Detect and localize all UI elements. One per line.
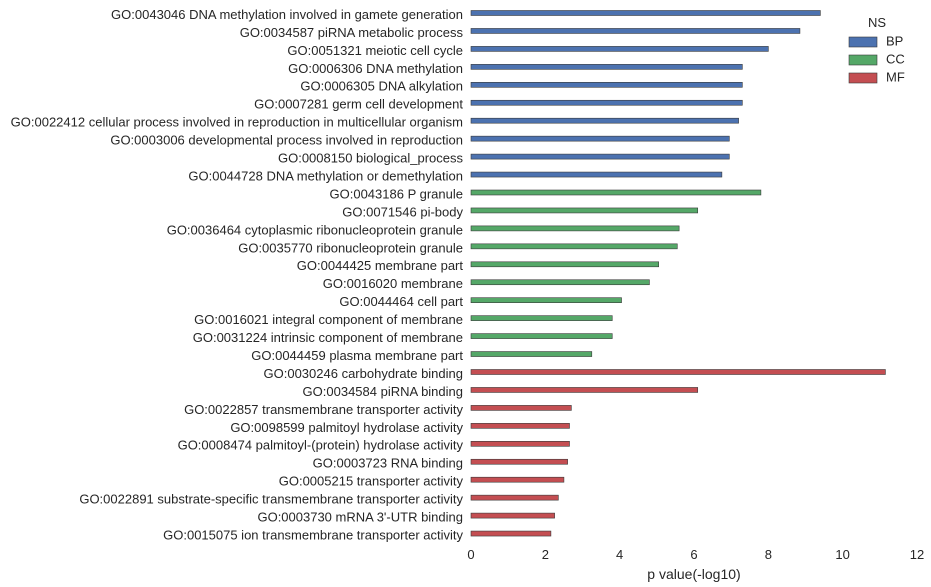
category-label: GO:0003006 developmental process involve… [110, 133, 463, 148]
category-label: GO:0015075 ion transmembrane transporter… [163, 527, 463, 542]
bar-mf [470, 423, 570, 429]
category-label: GO:0016021 integral component of membran… [194, 312, 463, 327]
bar-mf [470, 387, 699, 393]
category-label: GO:0051321 meiotic cell cycle [287, 43, 463, 58]
bar-mf [470, 530, 552, 537]
category-label: GO:0007281 germ cell development [254, 97, 463, 112]
bar-mf [470, 512, 555, 519]
bar-cc [470, 189, 762, 196]
category-label: GO:0022412 cellular process involved in … [11, 115, 463, 130]
category-label: GO:0003723 RNA binding [313, 456, 463, 471]
x-tick-label: 8 [765, 547, 772, 562]
category-label: GO:0044425 membrane part [297, 258, 464, 273]
x-tick-label: 6 [690, 547, 697, 562]
category-label: GO:0008474 palmitoyl-(protein) hydrolase… [178, 438, 464, 453]
bar-cc [470, 261, 659, 268]
legend-label-bp: BP [886, 33, 903, 48]
category-label: GO:0006306 DNA methylation [288, 61, 463, 76]
bar-cc [470, 297, 622, 304]
x-axis-title: p value(-log10) [647, 566, 740, 582]
legend-swatch-cc [848, 54, 878, 66]
x-tick-label: 2 [542, 547, 549, 562]
category-labels: GO:0043046 DNA methylation involved in g… [11, 7, 464, 543]
bar-bp [470, 10, 821, 16]
bar-mf [470, 405, 572, 411]
x-tick-label: 12 [910, 547, 924, 562]
bar-cc [470, 225, 680, 232]
category-label: GO:0008150 biological_process [278, 151, 464, 166]
bar-bp [470, 46, 769, 52]
bar-cc [470, 243, 678, 250]
legend-label-cc: CC [886, 51, 905, 66]
x-tick-label: 0 [467, 547, 474, 562]
bars-layer [470, 10, 886, 537]
category-label: GO:0031224 intrinsic component of membra… [193, 330, 463, 345]
bar-cc [470, 315, 613, 321]
category-label: GO:0043186 P granule [330, 186, 463, 201]
bar-cc [470, 351, 593, 357]
legend-swatch-mf [848, 72, 878, 84]
category-label: GO:0005215 transporter activity [279, 474, 464, 489]
bar-mf [470, 369, 886, 375]
bar-cc [470, 333, 613, 339]
category-label: GO:0003730 mRNA 3'-UTR binding [257, 510, 463, 525]
bar-bp [470, 135, 730, 142]
category-label: GO:0016020 membrane [323, 276, 463, 291]
bar-mf [470, 494, 559, 501]
legend: NS BP CC MF [848, 15, 905, 84]
category-label: GO:0044459 plasma membrane part [251, 348, 463, 363]
bar-bp [470, 28, 801, 34]
category-label: GO:0071546 pi-body [342, 204, 463, 219]
legend-entries: BP CC MF [848, 33, 905, 84]
category-label: GO:0034584 piRNA binding [303, 384, 463, 399]
bar-cc [470, 207, 699, 214]
x-axis-ticks: 0 2 4 6 8 10 12 [467, 547, 924, 562]
category-label: GO:0044728 DNA methylation or demethylat… [188, 168, 463, 183]
category-label: GO:0036464 cytoplasmic ribonucleoprotein… [167, 222, 463, 237]
bar-bp [470, 153, 730, 160]
bar-bp [470, 82, 743, 88]
bar-bp [470, 64, 743, 70]
category-label: GO:0043046 DNA methylation involved in g… [111, 7, 463, 22]
category-label: GO:0022891 substrate-specific transmembr… [79, 492, 463, 507]
category-label: GO:0006305 DNA alkylation [300, 79, 463, 94]
bar-bp [470, 99, 743, 106]
legend-swatch-bp [848, 36, 878, 48]
bar-cc [470, 279, 650, 286]
category-label: GO:0044464 cell part [339, 294, 463, 309]
category-label: GO:0098599 palmitoyl hydrolase activity [230, 420, 463, 435]
category-label: GO:0034587 piRNA metabolic process [240, 25, 464, 40]
category-label: GO:0035770 ribonucleoprotein granule [238, 240, 463, 255]
bar-bp [470, 171, 723, 178]
legend-title: NS [868, 15, 886, 30]
category-label: GO:0030246 carbohydrate binding [264, 366, 463, 381]
x-tick-label: 4 [616, 547, 623, 562]
x-tick-label: 10 [835, 547, 849, 562]
legend-label-mf: MF [886, 69, 905, 84]
bar-mf [470, 476, 565, 483]
bar-bp [470, 117, 739, 124]
bar-mf [470, 440, 570, 447]
bar-mf [470, 458, 568, 465]
category-label: GO:0022857 transmembrane transporter act… [184, 402, 463, 417]
